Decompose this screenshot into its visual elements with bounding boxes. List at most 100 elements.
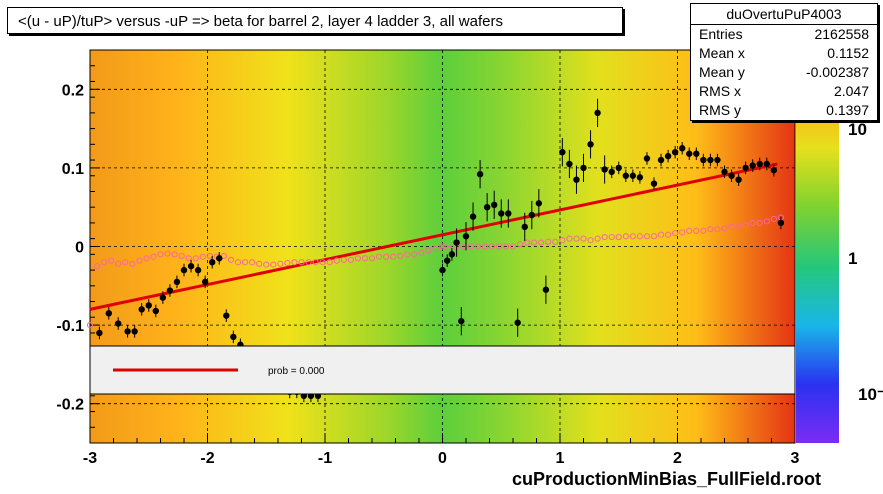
profile-filled-point — [643, 155, 651, 162]
profile-open-point — [397, 252, 404, 260]
stats-label: Mean y — [699, 64, 745, 80]
y-tick-label: 0.1 — [62, 161, 84, 178]
stats-value: -0.002387 — [805, 64, 869, 80]
profile-open-point — [383, 253, 390, 260]
legend-box — [89, 345, 796, 395]
profile-open-point — [136, 257, 143, 264]
profile-filled-point — [115, 320, 122, 327]
profile-open-point — [643, 233, 651, 240]
profile-filled-point — [664, 152, 672, 160]
profile-open-point — [587, 237, 594, 244]
profile-open-point — [242, 259, 249, 266]
stats-box: duOvertuPuP4003 Entries 2162558 Mean x 0… — [690, 3, 878, 121]
profile-open-point — [622, 233, 629, 240]
stats-row-mean-x: Mean x 0.1152 — [691, 44, 877, 63]
profile-open-point — [277, 260, 284, 267]
profile-filled-point — [735, 176, 742, 183]
profile-filled-point — [700, 156, 707, 164]
stats-name: duOvertuPuP4003 — [691, 4, 877, 25]
profile-open-point — [347, 256, 354, 263]
x-tick-label: 0 — [438, 450, 447, 467]
profile-filled-point — [180, 266, 188, 274]
profile-open-point — [185, 255, 192, 262]
profile-open-point — [629, 233, 636, 240]
profile-filled-point — [209, 259, 216, 266]
stats-row-rms-y: RMS y 0.1397 — [691, 101, 877, 120]
profile-filled-point — [444, 257, 451, 264]
profile-open-point — [679, 229, 686, 236]
profile-open-point — [742, 222, 749, 229]
profile-open-point — [756, 219, 763, 227]
profile-open-point — [707, 226, 714, 233]
x-tick-label: -1 — [318, 450, 332, 467]
profile-filled-point — [439, 266, 446, 274]
x-tick-label: -3 — [83, 450, 97, 467]
profile-open-point — [354, 255, 361, 262]
profile-filled-point — [131, 328, 138, 335]
profile-open-point — [608, 233, 615, 241]
profile-open-point — [749, 219, 756, 227]
profile-open-point — [143, 255, 150, 262]
profile-open-point — [101, 259, 108, 266]
profile-filled-point — [462, 233, 470, 240]
profile-filled-point — [594, 109, 601, 117]
profile-filled-point — [96, 329, 103, 337]
stats-label: RMS y — [699, 102, 741, 118]
profile-open-point — [368, 255, 376, 262]
profile-open-point — [284, 259, 291, 267]
profile-open-point — [735, 223, 742, 230]
profile-filled-point — [763, 160, 770, 168]
profile-filled-point — [679, 145, 686, 152]
profile-filled-point — [453, 239, 460, 246]
profile-open-point — [390, 253, 397, 260]
profile-filled-point — [491, 201, 498, 209]
profile-open-point — [86, 322, 94, 329]
profile-open-point — [164, 250, 171, 257]
profile-filled-point — [566, 160, 573, 168]
profile-open-point — [650, 233, 658, 240]
fit-line — [89, 162, 778, 311]
profile-filled-point — [742, 164, 749, 172]
profile-open-point — [93, 263, 101, 270]
profile-open-point — [488, 243, 495, 250]
profile-open-point — [108, 257, 115, 264]
profile-open-point — [467, 243, 474, 250]
profile-filled-point — [514, 319, 521, 326]
profile-filled-point — [629, 172, 637, 179]
profile-filled-point — [693, 150, 700, 157]
profile-filled-point — [770, 167, 778, 174]
profile-filled-point — [152, 307, 159, 315]
profile-open-point — [545, 238, 552, 245]
profile-filled-point — [159, 294, 167, 301]
profile-filled-point — [201, 278, 209, 286]
profile-open-point — [291, 259, 298, 266]
profile-filled-point — [521, 223, 528, 231]
stats-row-mean-y: Mean y -0.002387 — [691, 63, 877, 82]
profile-filled-point — [615, 164, 622, 172]
profile-open-point — [404, 251, 411, 258]
profile-filled-point — [166, 287, 174, 294]
profile-open-point — [566, 235, 573, 242]
profile-open-point — [770, 215, 777, 223]
profile-open-point — [199, 253, 206, 260]
stats-label: RMS x — [699, 83, 741, 99]
profile-open-point — [615, 233, 622, 241]
profile-filled-point — [476, 170, 484, 178]
profile-filled-point — [187, 262, 195, 270]
profile-open-point — [227, 256, 235, 263]
profile-filled-point — [650, 180, 658, 187]
profile-open-point — [361, 255, 369, 262]
profile-open-point — [763, 218, 770, 225]
profile-open-point — [439, 243, 446, 250]
profile-open-point — [728, 223, 735, 230]
profile-open-point — [157, 251, 164, 258]
x-tick-label: -2 — [200, 450, 214, 467]
profile-open-point — [573, 235, 580, 242]
stats-value: 2162558 — [814, 26, 869, 42]
profile-filled-point — [483, 204, 491, 211]
profile-open-point — [333, 257, 340, 264]
profile-filled-point — [728, 172, 735, 179]
chart-title: <(u - uP)/tuP> versus -uP => beta for ba… — [7, 7, 623, 34]
profile-filled-point — [528, 211, 535, 219]
x-tick-label: 1 — [556, 450, 565, 467]
